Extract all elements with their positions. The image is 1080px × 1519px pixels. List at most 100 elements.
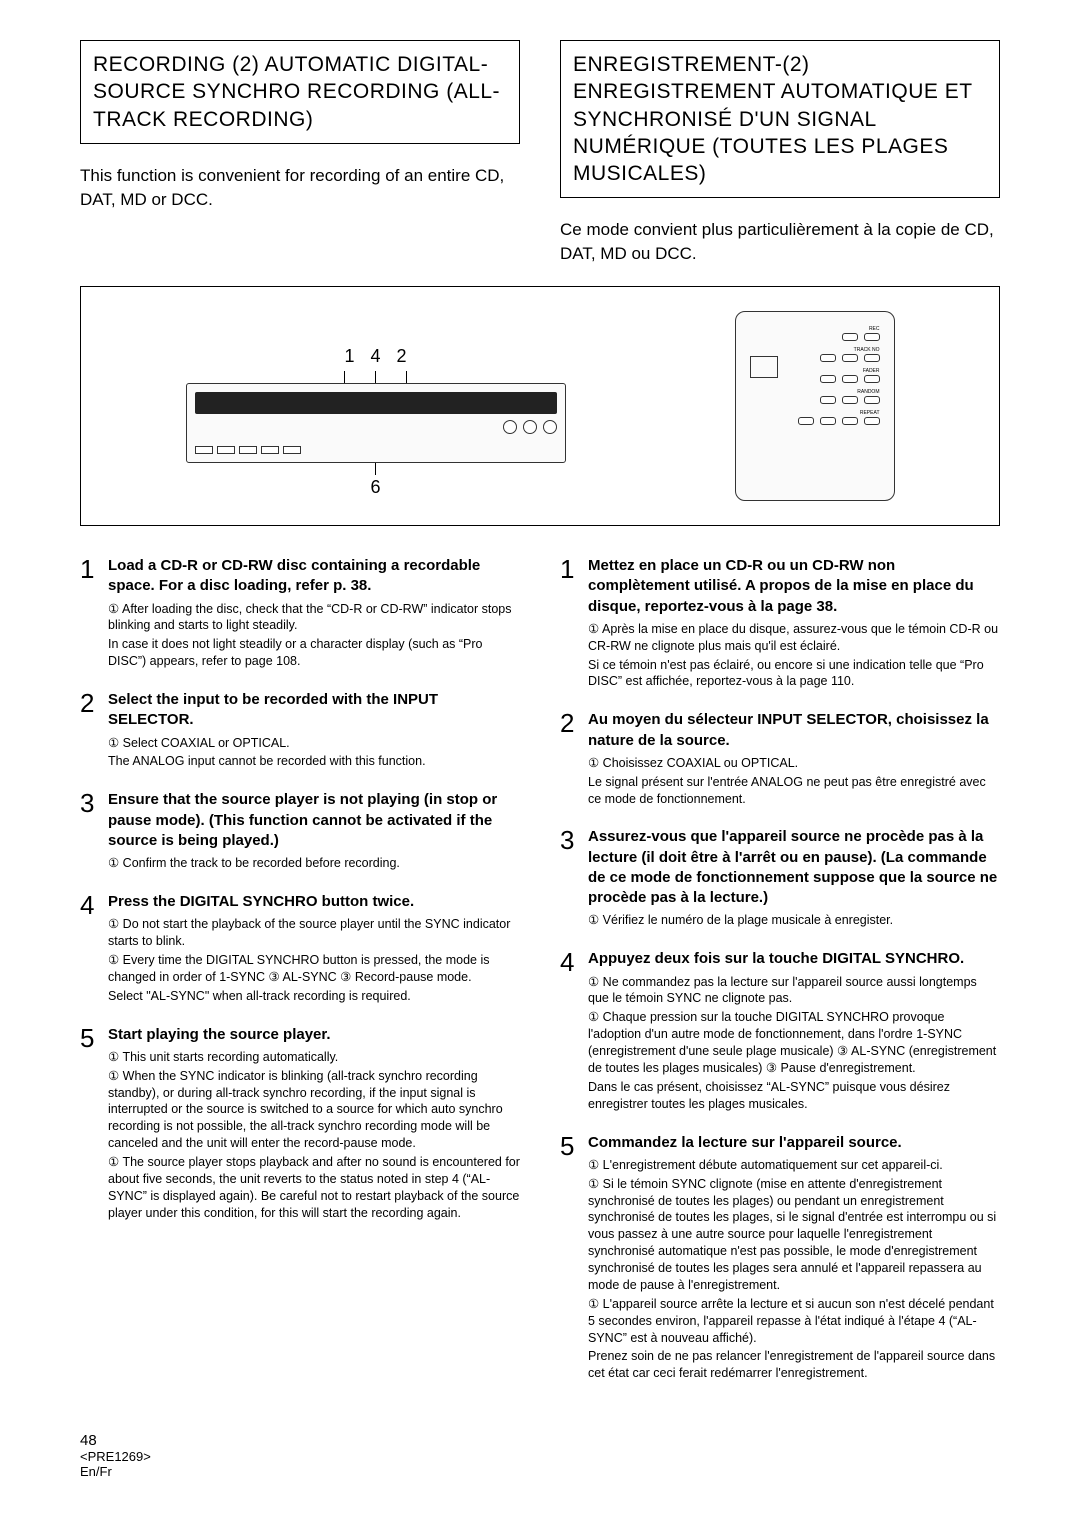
header-columns: RECORDING (2) AUTOMATIC DIGITAL-SOURCE S… — [80, 40, 1000, 286]
title-fr: ENREGISTREMENT-(2) ENREGISTREMENT AUTOMA… — [573, 51, 987, 187]
step-detail-line: ① Confirm the track to be recorded befor… — [108, 855, 520, 872]
device-btn-icon — [283, 446, 301, 454]
step-detail-line: ① Every time the DIGITAL SYNCHRO button … — [108, 952, 520, 986]
step-detail: ① After loading the disc, check that the… — [108, 601, 520, 671]
label-1: 1 — [344, 346, 354, 367]
step-title: Select the input to be recorded with the… — [108, 690, 520, 731]
step-body: Mettez en place un CD-R ou un CD-RW non … — [588, 556, 1000, 692]
step-title: Au moyen du sélecteur INPUT SELECTOR, ch… — [588, 710, 1000, 751]
step-title: Start playing the source player. — [108, 1025, 520, 1045]
remote-btn-icon — [864, 354, 880, 362]
remote-btn-icon — [798, 417, 814, 425]
remote-btn-icon — [864, 417, 880, 425]
step-number: 1 — [560, 556, 578, 582]
knob-icon — [523, 420, 537, 434]
step-body: Press the DIGITAL SYNCHRO button twice. ①… — [108, 892, 520, 1007]
step: 3 Ensure that the source player is not pl… — [80, 790, 520, 874]
label-4: 4 — [370, 346, 380, 367]
step-detail-line: The ANALOG input cannot be recorded with… — [108, 753, 520, 770]
device-body — [186, 383, 566, 463]
remote-btn-icon — [842, 354, 858, 362]
arrow — [375, 371, 376, 383]
step-detail-line: Le signal présent sur l'entrée ANALOG ne… — [588, 774, 1000, 808]
step-detail-line: ① The source player stops playback and a… — [108, 1154, 520, 1222]
step-detail-line: ① Chaque pression sur la touche DIGITAL … — [588, 1009, 1000, 1077]
remote-btn-icon — [842, 333, 858, 341]
remote-btn-icon — [820, 375, 836, 383]
step: 2 Au moyen du sélecteur INPUT SELECTOR, c… — [560, 710, 1000, 809]
step-body: Au moyen du sélecteur INPUT SELECTOR, ch… — [588, 710, 1000, 809]
step-number: 3 — [80, 790, 98, 816]
device-btn-icon — [261, 446, 279, 454]
left-col: RECORDING (2) AUTOMATIC DIGITAL-SOURCE S… — [80, 40, 520, 286]
step-number: 2 — [80, 690, 98, 716]
step-detail-line: ① Après la mise en place du disque, assu… — [588, 621, 1000, 655]
step-detail-line: Prenez soin de ne pas relancer l'enregis… — [588, 1348, 1000, 1382]
device-btn-icon — [195, 446, 213, 454]
step-body: Ensure that the source player is not pla… — [108, 790, 520, 874]
knob-icon — [543, 420, 557, 434]
step-body: Start playing the source player. ① This u… — [108, 1025, 520, 1224]
step-body: Assurez-vous que l'appareil source ne pr… — [588, 827, 1000, 931]
step: 1 Mettez en place un CD-R ou un CD-RW non… — [560, 556, 1000, 692]
remote-btn-icon — [820, 396, 836, 404]
bottom-arrows — [186, 463, 566, 475]
steps-english: 1Load a CD-R or CD-RW disc containing a … — [80, 556, 520, 1402]
step-detail: ① Vérifiez le numéro de la plage musical… — [588, 912, 1000, 929]
remote-label: REPEAT — [780, 410, 880, 416]
device-diagram: 1 4 2 6 — [80, 286, 1000, 526]
step-title: Ensure that the source player is not pla… — [108, 790, 520, 851]
page-footer: 48 <PRE1269> En/Fr — [80, 1432, 1000, 1479]
intro-en: This function is convenient for recordin… — [80, 164, 520, 212]
step-detail-line: ① This unit starts recording automatical… — [108, 1049, 520, 1066]
step-detail: ① Do not start the playback of the sourc… — [108, 916, 520, 1004]
knob-icon — [503, 420, 517, 434]
label-2: 2 — [397, 346, 407, 367]
page-number: 48 — [80, 1432, 1000, 1449]
remote-label: REC — [780, 326, 880, 332]
remote-label: RANDOM — [780, 389, 880, 395]
step-body: Commandez la lecture sur l'appareil sour… — [588, 1133, 1000, 1385]
step-detail-line: ① Si le témoin SYNC clignote (mise en at… — [588, 1176, 1000, 1294]
step: 5 Commandez la lecture sur l'appareil sou… — [560, 1133, 1000, 1385]
step: 5 Start playing the source player. ① This … — [80, 1025, 520, 1224]
remote-buttons: REC TRACK NO FADER RANDOM REPEAT — [780, 326, 880, 431]
remote-illustration: REC TRACK NO FADER RANDOM REPEAT — [735, 311, 895, 501]
step-detail-line: Dans le cas présent, choisissez “AL-SYNC… — [588, 1079, 1000, 1113]
step-body: Load a CD-R or CD-RW disc containing a r… — [108, 556, 520, 672]
steps-columns: 1 Load a CD-R or CD-RW disc containing a … — [80, 556, 1000, 1402]
step: 2 Select the input to be recorded with th… — [80, 690, 520, 772]
step: 3Assurez-vous que l'appareil source ne p… — [560, 827, 1000, 931]
step-detail-line: ① After loading the disc, check that the… — [108, 601, 520, 635]
remote-screen-icon — [750, 356, 778, 378]
step-detail-line: ① Choisissez COAXIAL ou OPTICAL. — [588, 755, 1000, 772]
step: 1Load a CD-R or CD-RW disc containing a … — [80, 556, 520, 672]
label-6: 6 — [186, 477, 566, 498]
device-illustration: 1 4 2 6 — [186, 346, 566, 466]
step-title: Press the DIGITAL SYNCHRO button twice. — [108, 892, 520, 912]
step-detail-line: ① L'enregistrement débute automatiquemen… — [588, 1157, 1000, 1174]
remote-btn-icon — [864, 333, 880, 341]
title-box-en: RECORDING (2) AUTOMATIC DIGITAL-SOURCE S… — [80, 40, 520, 144]
step-number: 5 — [560, 1133, 578, 1159]
step-detail: ① Choisissez COAXIAL ou OPTICAL. Le signa… — [588, 755, 1000, 808]
doc-ref: <PRE1269> — [80, 1449, 1000, 1464]
remote-btn-icon — [864, 396, 880, 404]
step-title: Mettez en place un CD-R ou un CD-RW non … — [588, 556, 1000, 617]
right-col: ENREGISTREMENT-(2) ENREGISTREMENT AUTOMA… — [560, 40, 1000, 286]
intro-fr: Ce mode convient plus particulièrement à… — [560, 218, 1000, 266]
step-number: 5 — [80, 1025, 98, 1051]
device-btn-icon — [239, 446, 257, 454]
step-detail-line: Si ce témoin n'est pas éclairé, ou encor… — [588, 657, 1000, 691]
device-btn-icon — [217, 446, 235, 454]
step-detail-line: In case it does not light steadily or a … — [108, 636, 520, 670]
title-en: RECORDING (2) AUTOMATIC DIGITAL-SOURCE S… — [93, 51, 507, 133]
step-detail-line: ① Select COAXIAL or OPTICAL. — [108, 735, 520, 752]
step-detail: ① This unit starts recording automatical… — [108, 1049, 520, 1222]
step-number: 2 — [560, 710, 578, 736]
step-body: Select the input to be recorded with the… — [108, 690, 520, 772]
arrow — [406, 371, 407, 383]
step-body: Appuyez deux fois sur la touche DIGITAL … — [588, 949, 1000, 1114]
title-box-fr: ENREGISTREMENT-(2) ENREGISTREMENT AUTOMA… — [560, 40, 1000, 198]
arrow — [344, 371, 345, 383]
